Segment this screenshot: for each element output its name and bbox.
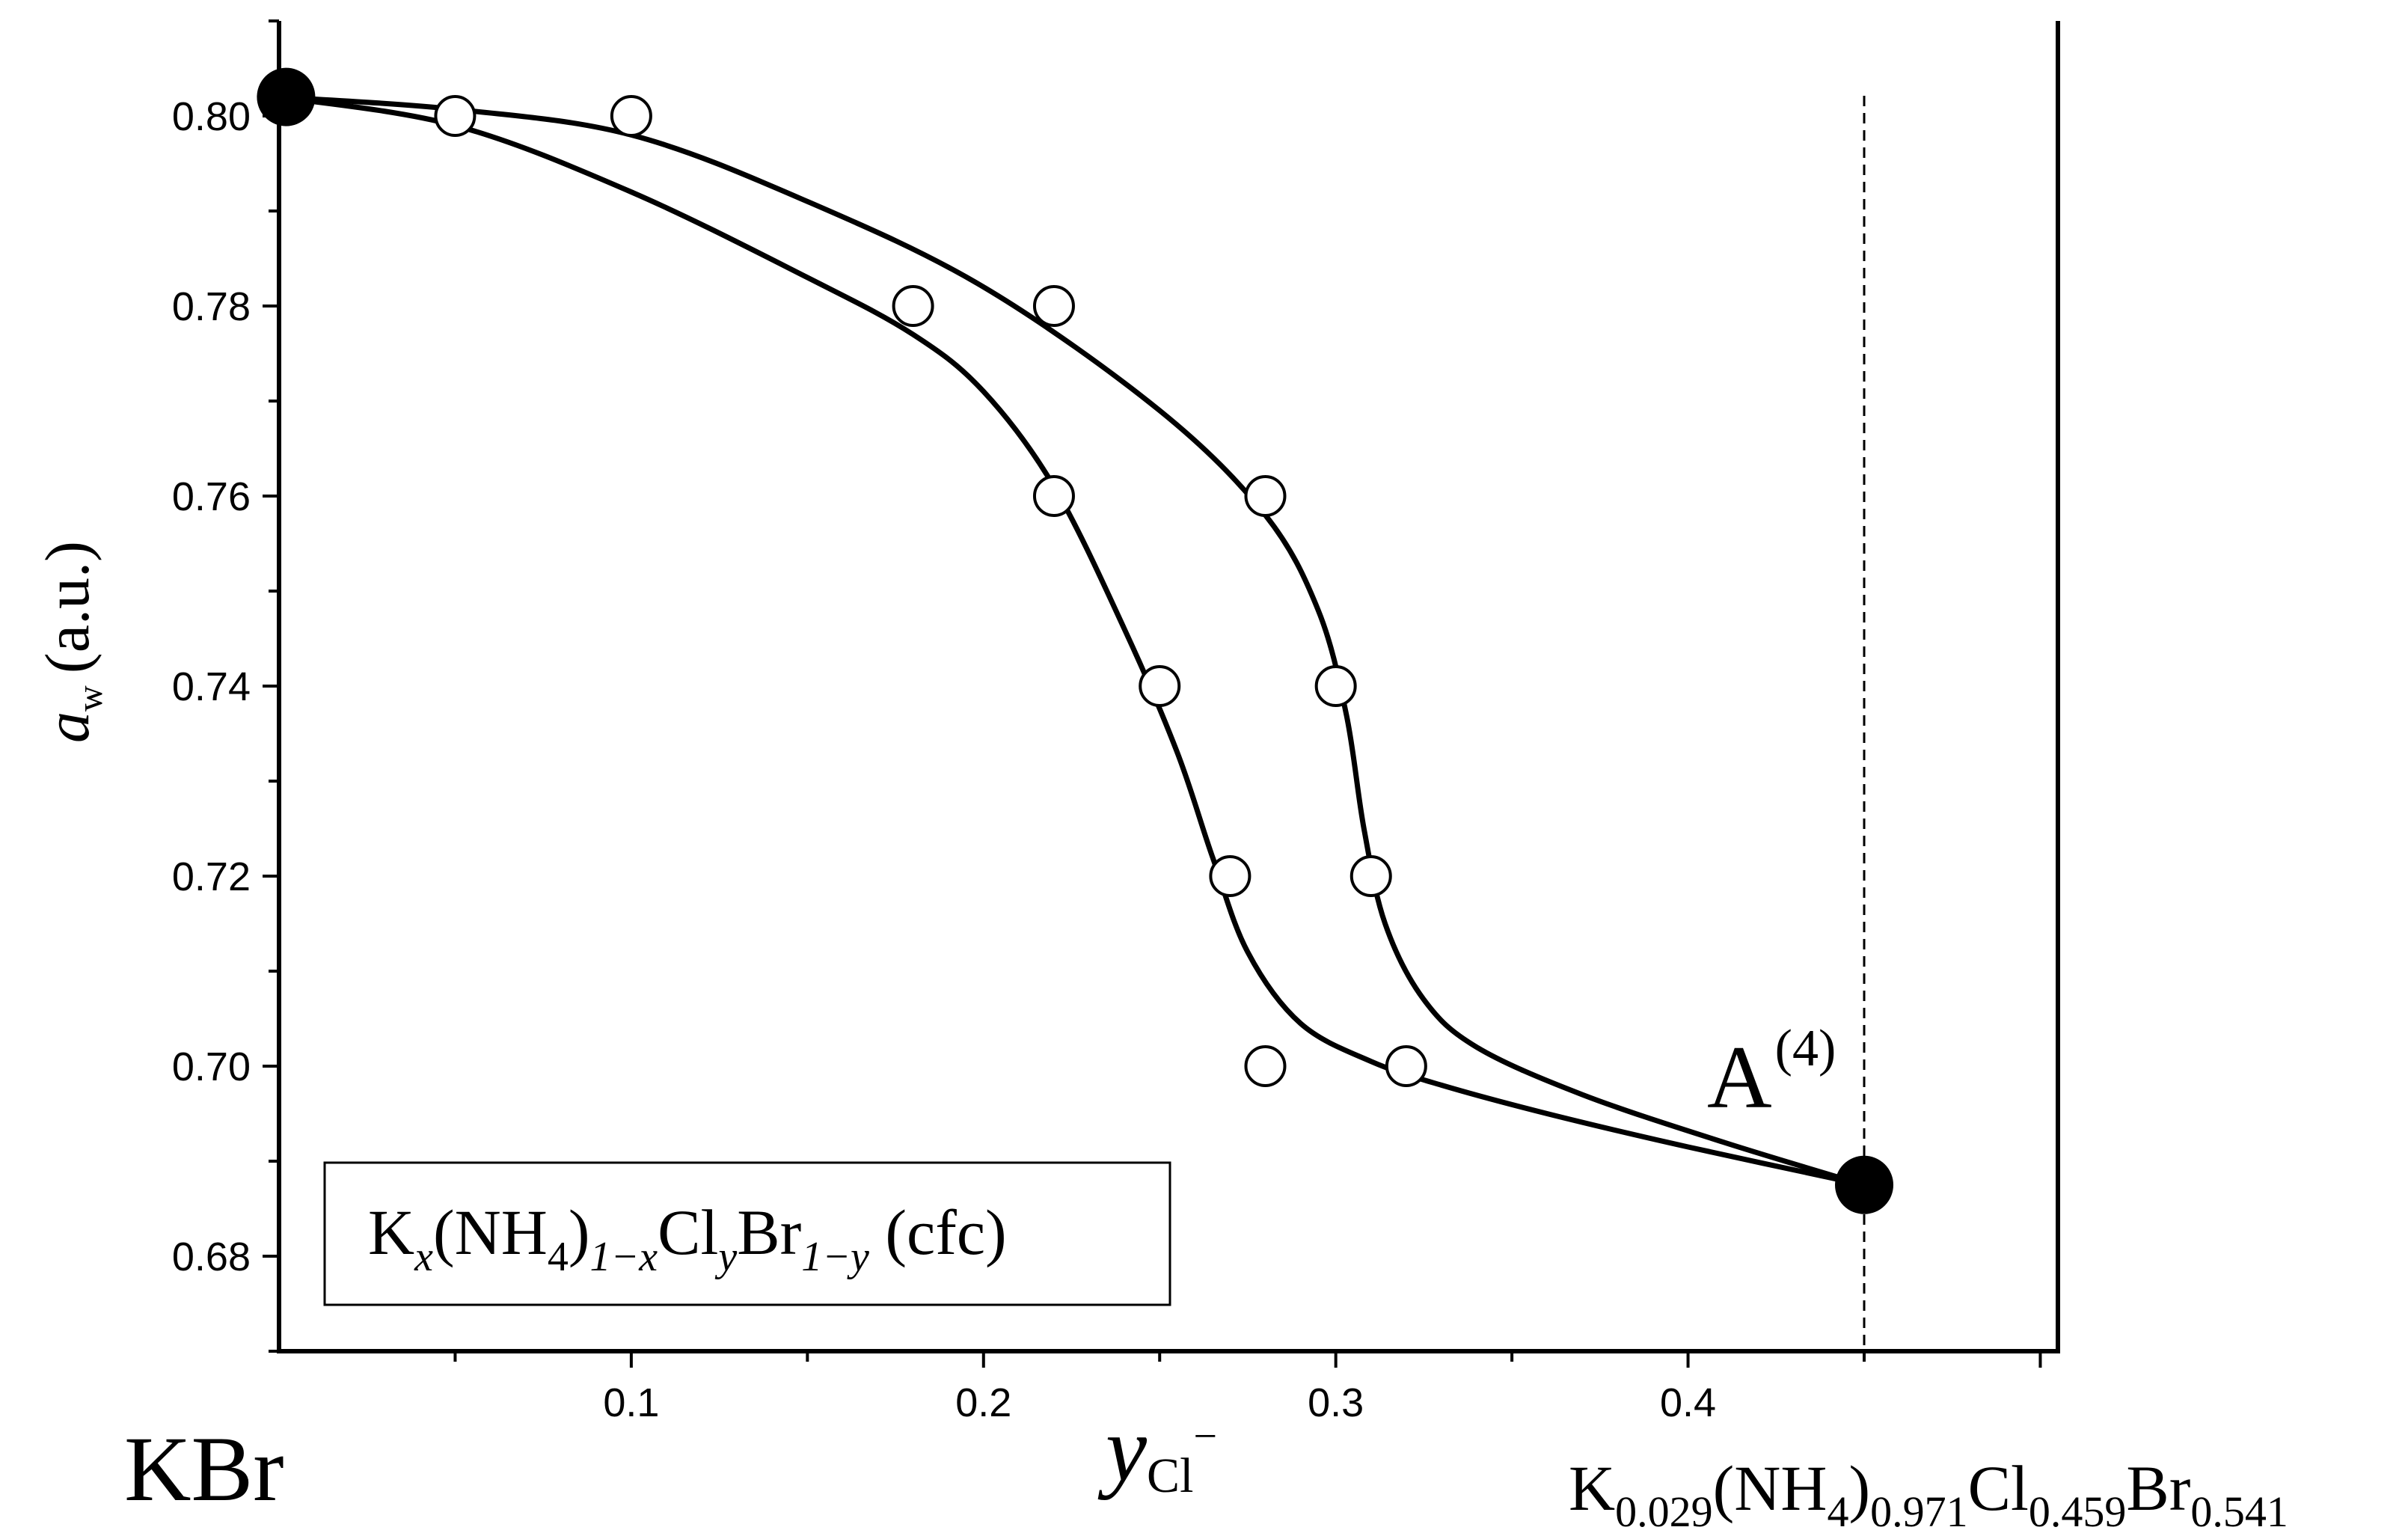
data-point: [1032, 285, 1075, 327]
formula-part: x: [414, 1234, 433, 1280]
a4-main: A: [1707, 1027, 1772, 1127]
formula-part: ): [569, 1196, 590, 1268]
legend: Kx(NH4)1−xClyBr1−y (cfc): [323, 1161, 1171, 1306]
formula-part: (NH: [1713, 1452, 1828, 1524]
formula-part: (NH: [433, 1196, 548, 1268]
point-a4-label: A(4): [1707, 1020, 1836, 1127]
y-axis-label: aw (a.u.): [33, 541, 110, 743]
formula-part: Cl: [658, 1196, 718, 1268]
formula-part: K: [368, 1196, 414, 1268]
y-tick-label: 0.76: [172, 474, 251, 519]
x-tick-label: 0.1: [603, 1380, 659, 1425]
data-point: [1139, 665, 1181, 707]
xlabel-sup: −: [1193, 1413, 1217, 1460]
data-point: [1385, 1045, 1427, 1087]
data-point: [1032, 475, 1075, 517]
formula-part: 4: [548, 1234, 569, 1280]
formula-part: Br: [737, 1196, 801, 1268]
formula-part: 4: [1827, 1487, 1848, 1536]
svg-text:aw(a.u.): aw (a.u.): [33, 541, 110, 743]
data-points: [257, 67, 1894, 1214]
y-tick-label: 0.78: [172, 284, 251, 329]
x-tick-label: 0.3: [1308, 1380, 1364, 1425]
data-point: [1314, 665, 1357, 707]
formula-part: 0.541: [2190, 1487, 2288, 1536]
x-tick-label: 0.4: [1660, 1380, 1716, 1425]
formula-part: 1−x: [589, 1234, 658, 1280]
legend-formula: Kx(NH4)1−xClyBr1−y (cfc): [368, 1196, 1007, 1280]
y-tick-label: 0.70: [172, 1044, 251, 1089]
right-end-formula: K0.029(NH4)0.971Cl0.459Br0.541: [1569, 1452, 2288, 1536]
xlabel-sub: Cl: [1147, 1448, 1193, 1503]
end-member-point: [1835, 1155, 1894, 1214]
data-point: [1209, 855, 1252, 897]
data-point: [1349, 855, 1392, 897]
formula-part: 0.971: [1870, 1487, 1968, 1536]
lower-curve: [278, 94, 1865, 1188]
formula-part: ): [1848, 1452, 1870, 1524]
formula-part: y: [714, 1234, 737, 1280]
data-point: [1244, 1045, 1287, 1087]
tick-labels: 0.1 0.2 0.3 0.4 0.68 0.70 0.72 0.74 0.76 0.78 0.80: [172, 94, 1716, 1425]
svg-text:yCl−: yCl−: [1097, 1398, 1217, 1503]
kbr-end-label: KBr: [124, 1418, 284, 1520]
ylabel-rest: (a.u.): [33, 541, 102, 673]
fit-curves: [278, 94, 1866, 1188]
xlabel-main: y: [1097, 1398, 1148, 1500]
data-point: [892, 285, 934, 327]
data-point: [1244, 475, 1287, 517]
data-point: [434, 95, 477, 137]
x-axis-label: yCl−: [1097, 1398, 1217, 1503]
y-tick-label: 0.72: [172, 854, 251, 899]
y-tick-label: 0.74: [172, 664, 251, 709]
x-tick-label: 0.2: [955, 1380, 1011, 1425]
formula-part: Cl: [1968, 1452, 2029, 1524]
formula-part: 1−y: [801, 1234, 869, 1280]
upper-curve: [278, 94, 1866, 1188]
y-tick-label: 0.68: [172, 1234, 251, 1279]
data-point: [610, 95, 652, 137]
a4-sup: (4): [1775, 1020, 1836, 1077]
formula-part: 0.029: [1615, 1487, 1713, 1536]
formula-part: 0.459: [2029, 1487, 2127, 1536]
ticks: [263, 19, 2042, 1368]
y-tick-label: 0.80: [172, 94, 251, 139]
formula-part: Br: [2126, 1452, 2190, 1524]
end-member-point: [257, 67, 316, 126]
ylabel-main: a: [33, 712, 102, 743]
formula-part: (cfc): [869, 1196, 1007, 1268]
ylabel-sub: w: [70, 685, 110, 712]
legend-box: [323, 1161, 1171, 1306]
formula-part: K: [1569, 1452, 1615, 1524]
